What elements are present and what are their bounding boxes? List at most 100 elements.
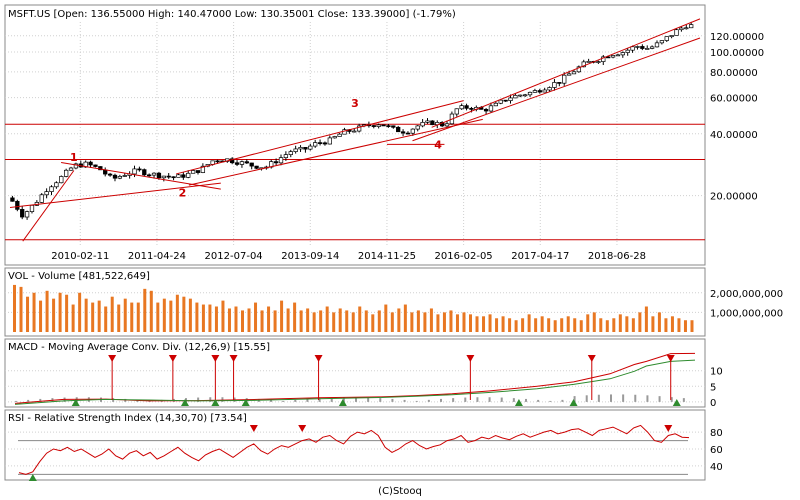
rsi-panel [4, 409, 706, 481]
macd-series-line-1 [14, 359, 696, 405]
macd-buy-marker [569, 399, 578, 406]
volume-bar [325, 306, 329, 332]
volume-bar [469, 314, 472, 332]
macd-histogram-bar [464, 397, 467, 402]
macd-sell-marker [211, 355, 220, 362]
macd-sell-marker [666, 355, 675, 362]
volume-bar [501, 316, 505, 332]
candle-body [610, 55, 616, 58]
volume-bar [527, 314, 531, 332]
candle-body [664, 36, 669, 41]
price-x-tick: 2017-04-17 [511, 251, 569, 262]
volume-bar [670, 316, 674, 332]
volume-bar [208, 304, 212, 332]
volume-bar [455, 314, 459, 332]
volume-bar [149, 290, 153, 332]
macd-histogram-bar [342, 397, 345, 402]
candle-body [464, 105, 469, 109]
macd-sell-marker [108, 355, 117, 362]
candle-body [566, 73, 572, 76]
candle-body [15, 200, 20, 210]
volume-bar [586, 314, 590, 332]
candle-body [425, 120, 430, 123]
macd-histogram-bar [549, 400, 552, 402]
macd-buy-marker [211, 399, 220, 406]
candle-body [313, 142, 318, 147]
volume-bar [677, 318, 681, 332]
price-title: MSFT.US [Open: 136.55000 High: 140.47000… [8, 9, 456, 20]
macd-buy-marker [181, 399, 189, 406]
macd-histogram-bar [573, 396, 576, 402]
macd-histogram-bar [512, 398, 515, 402]
trend-line [431, 18, 701, 128]
volume-bar [514, 320, 518, 332]
candle-body [147, 174, 152, 177]
trend-line [175, 100, 464, 175]
macd-histogram-bar [682, 398, 685, 402]
candle-body [117, 176, 123, 179]
volume-bar [260, 310, 264, 332]
candle-body [176, 174, 181, 178]
macd-histogram-bar [379, 398, 382, 402]
volume-bar [390, 312, 394, 332]
candle-body [49, 186, 54, 192]
candle-body [625, 49, 630, 53]
candle-body [293, 148, 298, 152]
macd-histogram-bar [270, 399, 272, 402]
candle-body [405, 132, 411, 135]
volume-bar [364, 310, 368, 332]
trend-annotation: 4 [434, 138, 442, 151]
volume-bar [429, 308, 433, 332]
price-x-tick: 2011-04-24 [128, 251, 186, 262]
candle-body [254, 165, 259, 169]
rsi-line [18, 424, 690, 475]
volume-bar [553, 320, 557, 332]
candle-body [459, 105, 464, 110]
volume-bar [625, 316, 629, 332]
volume-bar [13, 284, 16, 332]
candle-body [64, 169, 69, 177]
candle-body [483, 109, 489, 112]
trend-line [22, 170, 75, 242]
volume-bar [97, 300, 101, 332]
macd-sell-marker [168, 355, 177, 362]
candle-body [562, 74, 567, 84]
macd-histogram-bar [525, 398, 527, 402]
macd-histogram-bar [597, 394, 600, 402]
candle-body [186, 172, 191, 178]
volume-bar [495, 318, 499, 332]
candle-body [303, 147, 308, 150]
volume-bar [599, 318, 603, 332]
price-y-tick: 20.00000 [710, 192, 758, 203]
volume-y-tick: 2,000,000,000 [710, 289, 783, 300]
macd-buy-marker [672, 399, 681, 406]
candle-body [161, 175, 166, 179]
volume-bar [123, 298, 127, 332]
macd-histogram-bar [622, 394, 625, 402]
candle-body [166, 175, 171, 178]
candle-body [606, 56, 611, 59]
candle-body [59, 176, 64, 184]
volume-bar [423, 312, 427, 332]
candle-body [288, 151, 293, 155]
macd-histogram-bar [500, 397, 503, 402]
volume-bar [110, 296, 114, 332]
candle-body [332, 136, 337, 139]
macd-histogram-bar [452, 398, 455, 402]
candle-body [29, 205, 35, 212]
candle-body [537, 90, 542, 93]
volume-bar [442, 312, 446, 332]
macd-histogram-bar [488, 397, 491, 402]
macd-panel [4, 338, 706, 408]
candle-body [73, 163, 79, 169]
volume-bar [143, 288, 147, 332]
candle-body [44, 191, 49, 196]
volume-bar [482, 316, 486, 332]
candle-body [498, 99, 503, 104]
candle-body [654, 42, 660, 48]
volume-bar [221, 300, 225, 332]
macd-y-tick: 10 [710, 367, 723, 378]
candle-body [88, 161, 93, 166]
candle-body [615, 54, 621, 57]
macd-histogram-bar [415, 400, 418, 402]
